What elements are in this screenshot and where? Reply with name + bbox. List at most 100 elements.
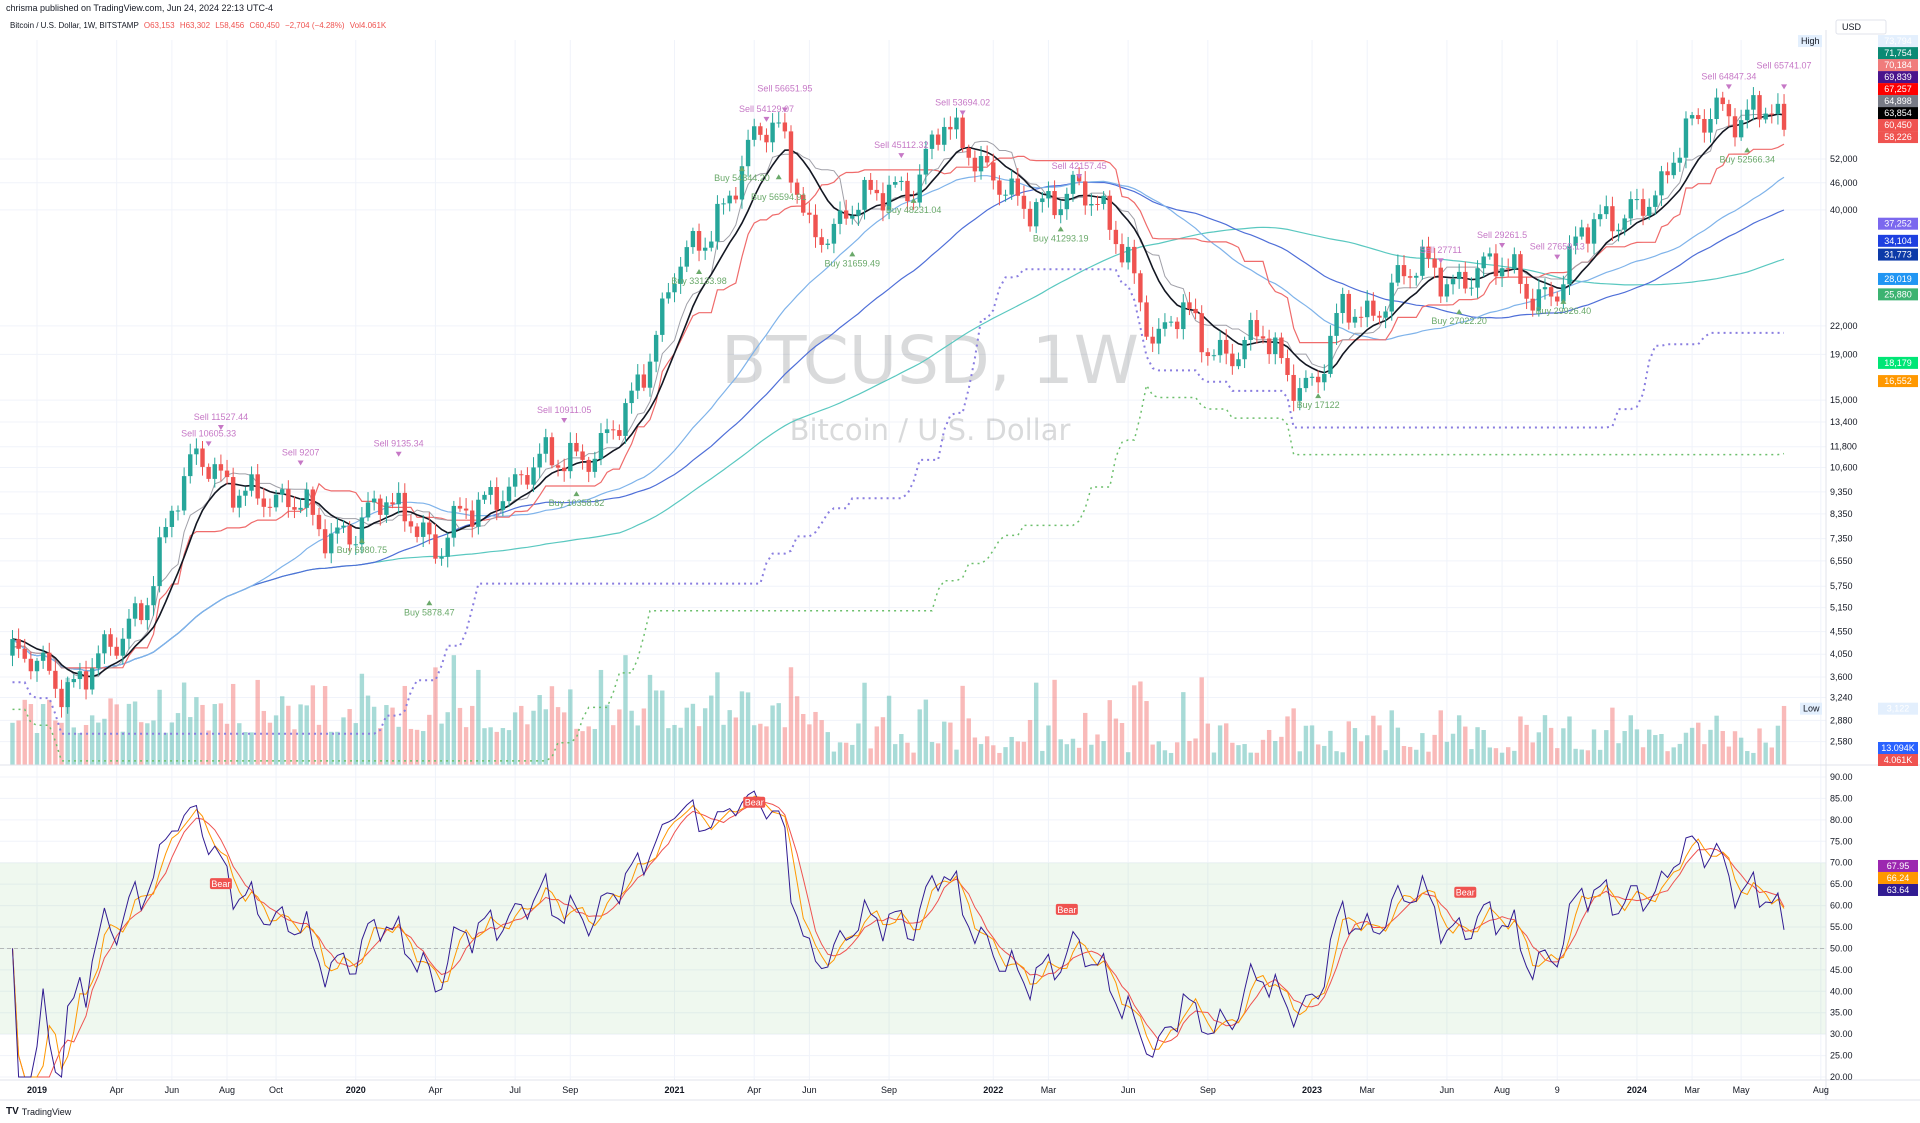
candle-body [1671,162,1676,176]
volume-bar [954,749,959,765]
candle-body [1113,229,1119,245]
time-axis-label: May [1733,1085,1751,1095]
ohlc-change: −2,704 (−4.28%) [284,21,345,30]
volume-bar [439,723,444,765]
volume-bar [1217,725,1223,765]
candle-body [715,203,720,242]
candle-body [966,148,971,158]
volume-bar [1610,707,1615,765]
volume-bar [1481,729,1486,765]
volume-bar [139,722,144,765]
volume-bar [200,704,205,765]
symbol-legend: Bitcoin / U.S. Dollar, 1W, BITSTAMP O63,… [10,21,386,30]
volume-bar [1389,710,1394,765]
candle-body [862,179,867,210]
candle-body [237,495,242,508]
volume-bar [1174,742,1180,765]
candle-body [1555,296,1560,302]
ohlc-open: O63,153 [143,21,175,30]
sell-triangle-icon [898,153,905,159]
candle-body [163,526,168,538]
oscillator-axis-label: 50.00 [1830,943,1853,953]
volume-bar [1150,744,1155,765]
volume-bar [1021,741,1027,765]
candle-body [1653,195,1658,207]
volume-bar [1487,747,1493,765]
time-axis-label: Aug [1494,1085,1510,1095]
oscillator-tag-text: 66.24 [1887,873,1910,883]
candle-body [899,180,904,183]
volume-bar [267,722,273,765]
volume-bar [1377,725,1382,765]
candle-body [825,243,830,245]
candle-body [316,514,322,530]
volume-bar [727,710,732,765]
volume-bar [255,679,260,765]
volume-bar [1236,745,1241,765]
volume-bar [997,752,1002,765]
candle-body [1033,202,1039,227]
volume-bar [206,730,211,765]
price-tag-text: 58,226 [1884,132,1912,142]
candle-body [1745,109,1750,121]
volume-bar [384,705,389,765]
volume-bar [629,710,634,765]
candle-body [304,489,309,508]
candle-body [837,210,843,224]
candle-body [1242,340,1247,360]
volume-bar [819,720,824,765]
candle-body [886,184,892,211]
candle-body [512,474,518,487]
currency-box[interactable] [1835,19,1887,35]
volume-bar [782,727,788,765]
volume-bar [433,667,438,765]
volume-bar [1726,746,1732,765]
volume-bar [794,696,800,765]
volume-bar [65,677,70,765]
candle-body [1499,268,1505,277]
sma-100-line [12,226,1785,672]
candle-body [1622,218,1627,230]
volume-bar [1395,727,1401,765]
price-axis-label: 3,600 [1830,672,1853,682]
candle-body [1420,246,1425,276]
volume-bar [893,744,898,765]
volume-bar [764,726,769,765]
time-axis-label: Jun [1121,1085,1136,1095]
volume-bar [1456,715,1462,765]
candle-body [414,526,420,537]
oscillator-axis-label: 90.00 [1830,772,1853,782]
candle-body [1199,313,1204,353]
signal-label: Buy 29926.40 [1536,306,1592,316]
volume-bar [1070,738,1076,765]
candle-body [1696,115,1701,119]
candle-body [10,639,15,656]
volume-bar [991,745,996,765]
candle-body [1297,388,1302,401]
candle-body [53,670,58,689]
symbol-description[interactable]: Bitcoin / U.S. Dollar, 1W, BITSTAMP [10,21,139,30]
volume-bar [1640,747,1646,765]
volume-bar [1769,747,1774,765]
volume-bar [500,728,506,765]
oscillator-axis-label: 75.00 [1830,836,1853,846]
volume-bar [488,727,493,765]
candle-body [611,429,616,431]
high-marker-label: High [1801,36,1820,46]
volume-bar [1113,718,1119,765]
time-axis-label: 2024 [1627,1085,1647,1095]
time-axis-label: Aug [219,1085,235,1095]
sma-40-line [12,175,1785,672]
volume-bar [1242,744,1247,765]
volume-bar [758,723,763,765]
volume-bar [476,669,481,765]
time-axis-label: Sep [562,1085,578,1095]
oscillator-axis-label: 80.00 [1830,815,1853,825]
candle-body [1561,284,1566,302]
candle-body [1604,206,1609,215]
volume-tag [1878,742,1918,754]
volume-bar [966,718,971,765]
candle-body [1530,298,1535,311]
volume-bar [1665,751,1670,765]
